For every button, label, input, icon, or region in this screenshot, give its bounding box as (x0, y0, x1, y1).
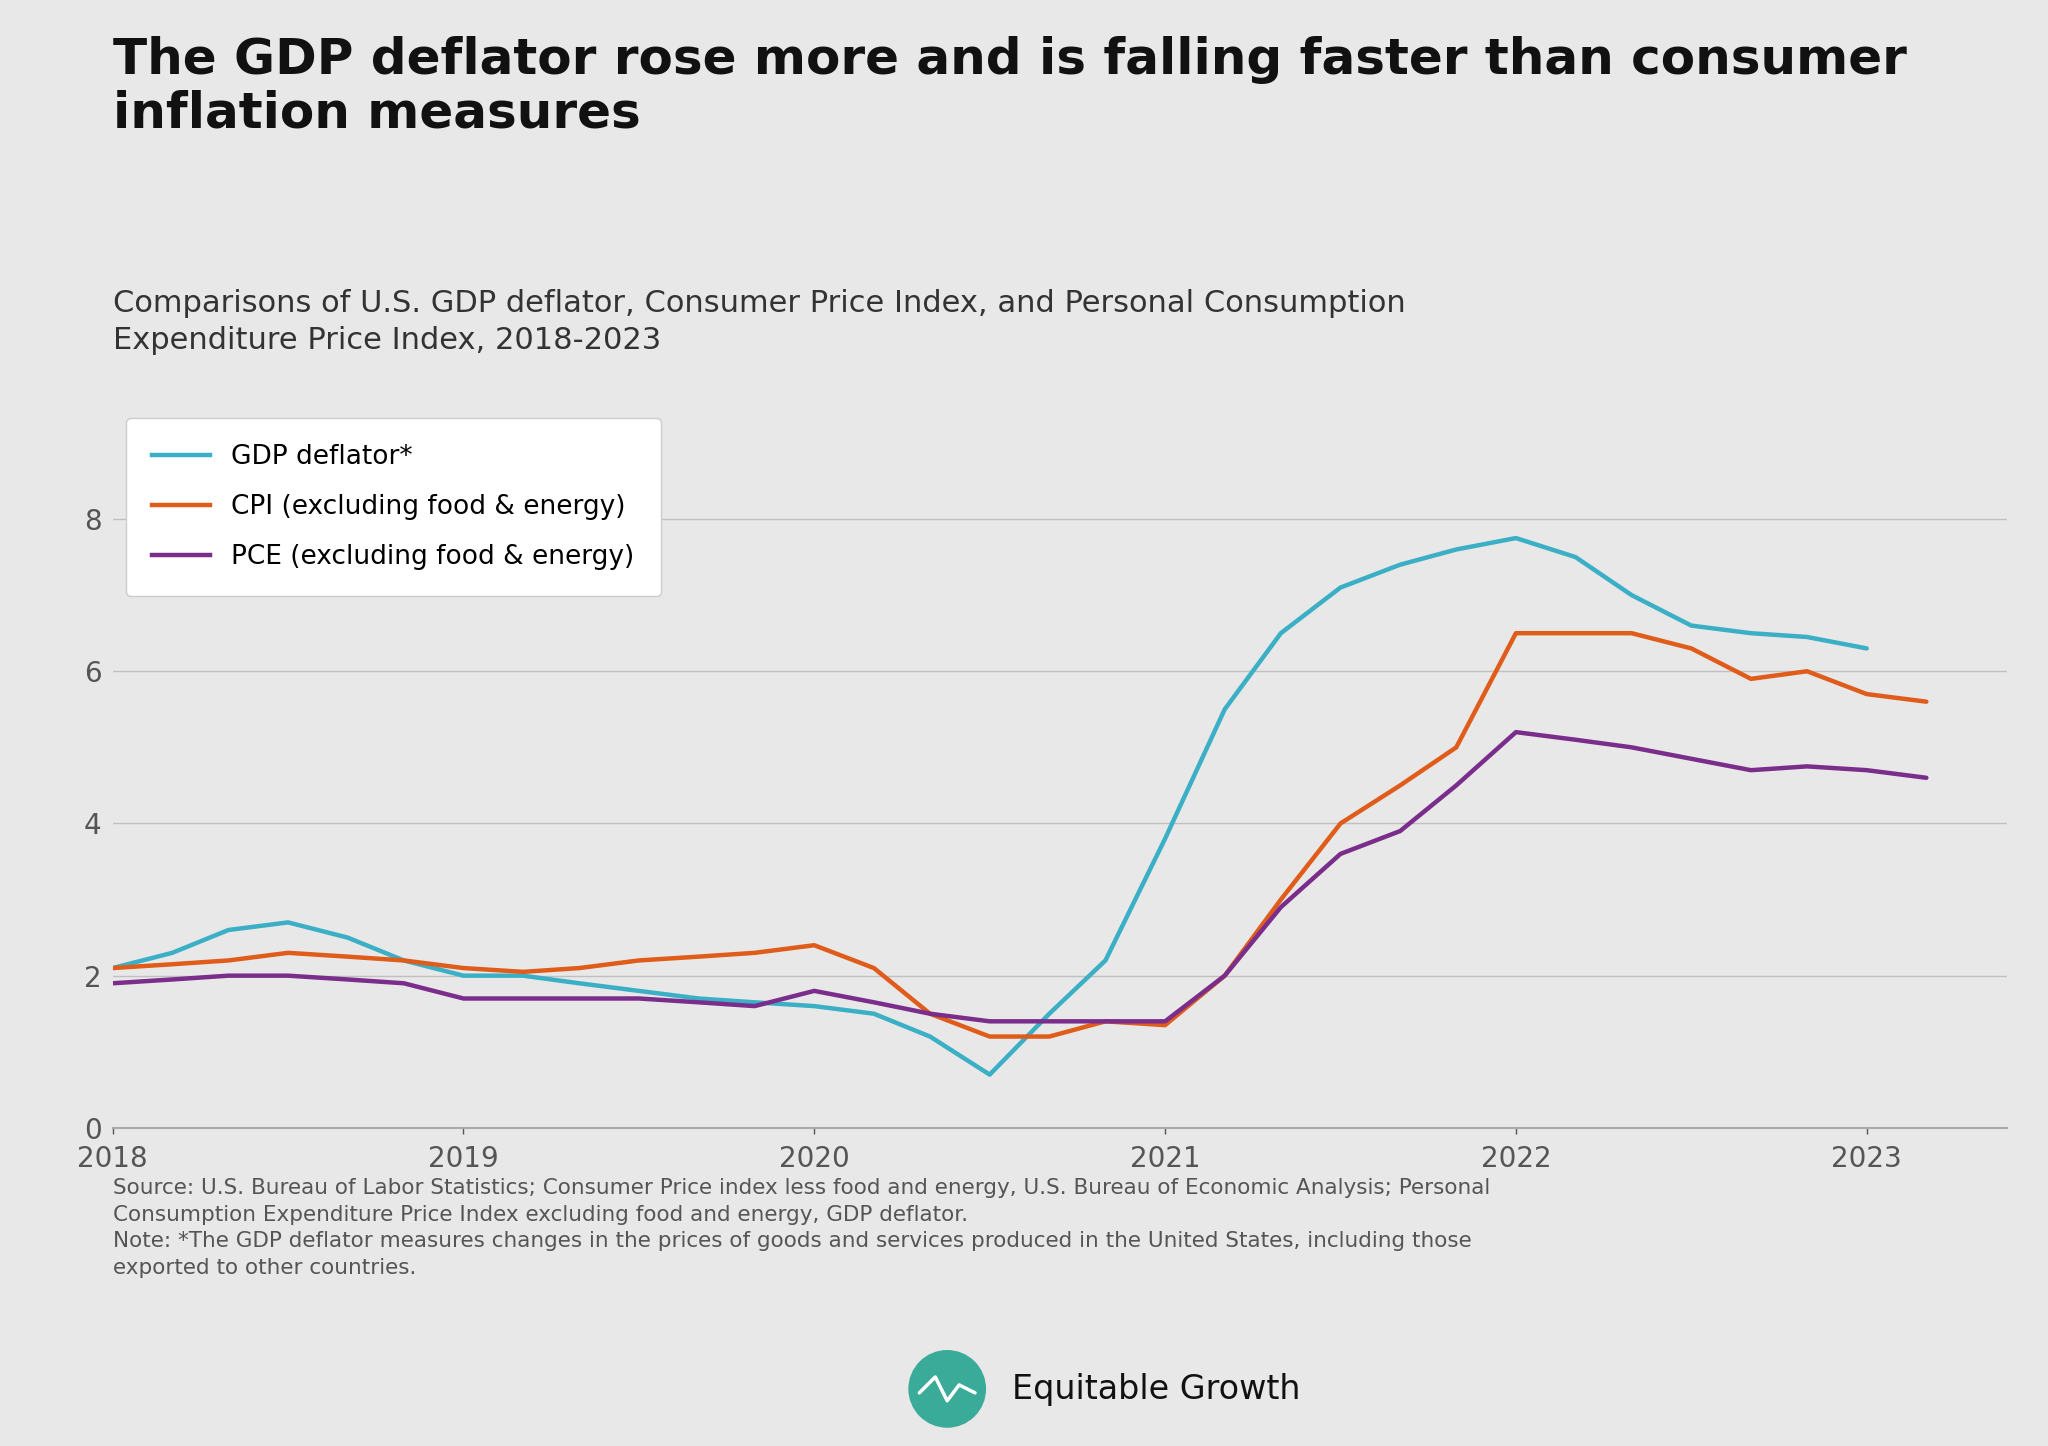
Text: Comparisons of U.S. GDP deflator, Consumer Price Index, and Personal Consumption: Comparisons of U.S. GDP deflator, Consum… (113, 289, 1405, 356)
Text: Equitable Growth: Equitable Growth (1012, 1374, 1300, 1406)
Circle shape (909, 1351, 985, 1427)
Legend: GDP deflator*, CPI (excluding food & energy), PCE (excluding food & energy): GDP deflator*, CPI (excluding food & ene… (125, 418, 662, 596)
Text: Source: U.S. Bureau of Labor Statistics; Consumer Price index less food and ener: Source: U.S. Bureau of Labor Statistics;… (113, 1178, 1489, 1278)
Text: The GDP deflator rose more and is falling faster than consumer
inflation measure: The GDP deflator rose more and is fallin… (113, 36, 1907, 137)
